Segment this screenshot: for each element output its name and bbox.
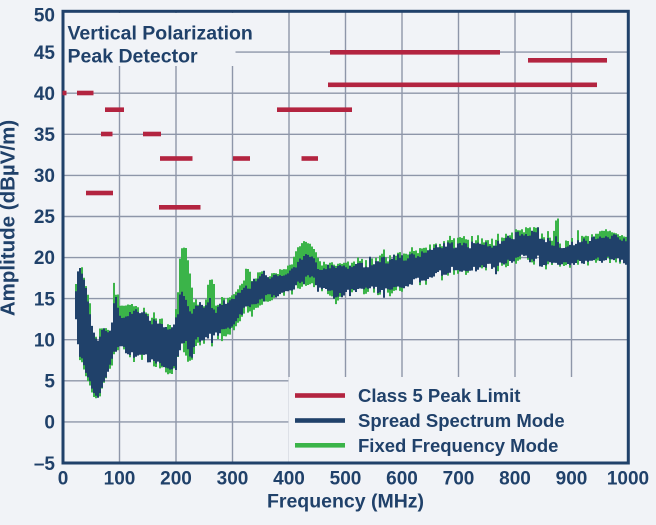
svg-text:20: 20 <box>34 248 55 269</box>
svg-text:Frequency (MHz): Frequency (MHz) <box>267 491 424 513</box>
svg-text:Spread Spectrum Mode: Spread Spectrum Mode <box>358 410 565 431</box>
svg-text:700: 700 <box>443 469 475 490</box>
svg-text:800: 800 <box>499 469 531 490</box>
svg-text:–5: –5 <box>34 454 56 475</box>
svg-text:Class 5 Peak Limit: Class 5 Peak Limit <box>358 385 520 406</box>
svg-text:0: 0 <box>58 469 69 490</box>
svg-text:25: 25 <box>34 207 56 228</box>
svg-text:Vertical Polarization: Vertical Polarization <box>68 23 253 45</box>
svg-text:200: 200 <box>160 469 192 490</box>
svg-text:Fixed Frequency Mode: Fixed Frequency Mode <box>358 435 558 456</box>
svg-text:Amplitude (dBµV/m): Amplitude (dBµV/m) <box>0 120 20 316</box>
svg-text:45: 45 <box>34 43 56 64</box>
svg-text:400: 400 <box>273 469 305 490</box>
svg-text:10: 10 <box>34 330 55 351</box>
svg-text:1000: 1000 <box>607 469 649 490</box>
svg-text:5: 5 <box>44 371 55 392</box>
svg-text:300: 300 <box>217 469 249 490</box>
svg-text:50: 50 <box>34 5 55 26</box>
svg-text:30: 30 <box>34 166 55 187</box>
svg-text:Peak Detector: Peak Detector <box>68 46 198 68</box>
svg-text:15: 15 <box>34 289 56 310</box>
svg-text:900: 900 <box>556 469 588 490</box>
svg-text:35: 35 <box>34 125 56 146</box>
svg-text:100: 100 <box>104 469 136 490</box>
svg-text:40: 40 <box>34 84 55 105</box>
svg-text:500: 500 <box>330 469 362 490</box>
svg-text:0: 0 <box>44 413 55 434</box>
svg-text:600: 600 <box>386 469 418 490</box>
